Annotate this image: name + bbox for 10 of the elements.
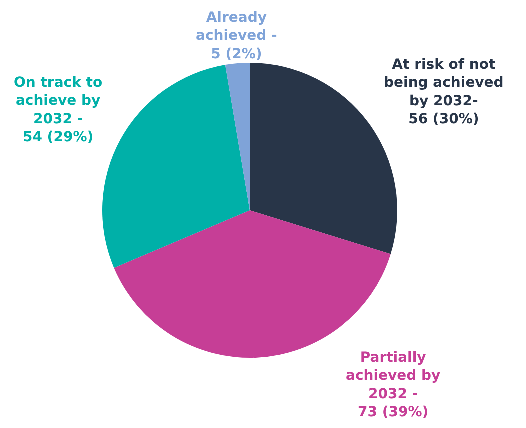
data-label: 5 (2%)	[211, 46, 262, 62]
data-label: 54 (29%)	[22, 130, 94, 146]
pie-slice	[102, 65, 250, 268]
slice-label: On track to achieve by 2032 -	[14, 75, 103, 128]
pie-slice	[225, 63, 250, 210]
slice-label: At risk of not being achieved by 2032-	[384, 57, 504, 110]
slice-label: Partially achieved by 2032 -	[346, 350, 441, 402]
data-label: 56 (30%)	[408, 112, 480, 128]
slice-label: Already achieved -	[196, 10, 278, 44]
data-label: 73 (39%)	[358, 404, 429, 421]
